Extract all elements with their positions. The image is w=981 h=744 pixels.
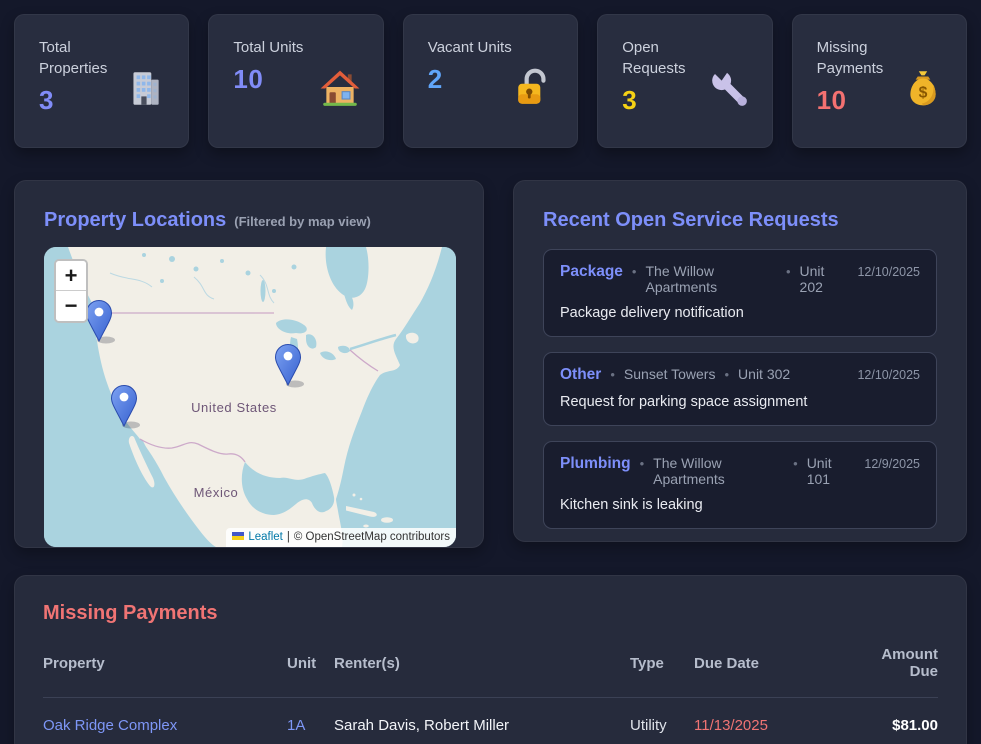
request-property: The Willow Apartments [653, 455, 725, 487]
building-icon [124, 67, 166, 109]
stat-label: Total Properties [39, 39, 108, 77]
bullet-separator: • [785, 264, 791, 279]
column-header-renters: Renter(s) [334, 630, 630, 698]
payment-property-link[interactable]: Oak Ridge Complex [43, 697, 287, 744]
bullet-separator: • [631, 264, 637, 279]
unlock-icon [513, 67, 555, 109]
bullet-separator: • [724, 367, 730, 382]
country-borders [95, 312, 379, 463]
recent-requests-panel: Recent Open Service Requests Package • T… [513, 180, 967, 542]
stats-row: Total Properties 3 Total Units 10 [14, 14, 967, 148]
missing-payments-title: Missing Payments [43, 602, 218, 624]
missing-payments-panel: Missing Payments Property Unit Renter(s)… [14, 575, 967, 744]
ukraine-flag-icon [232, 532, 245, 540]
request-category: Plumbing [560, 455, 631, 472]
column-header-property: Property [43, 630, 287, 698]
request-description: Kitchen sink is leaking [560, 497, 703, 513]
leaflet-map[interactable]: United States México [44, 247, 456, 547]
column-header-due-date: Due Date [694, 630, 858, 698]
request-description: Request for parking space assignment [560, 394, 808, 410]
gulf-of-california [136, 439, 164, 487]
map-attribution: Leaflet | © OpenStreetMap contributors [226, 528, 456, 547]
label-united-states: United States [191, 400, 277, 415]
stat-card-open-requests: Open Requests 3 [597, 14, 773, 148]
label-mexico: México [194, 485, 239, 500]
request-unit: Unit 302 [738, 366, 791, 382]
middle-row: Property Locations (Filtered by map view) [14, 180, 967, 548]
stat-card-total-properties: Total Properties 3 [14, 14, 190, 148]
st-lawrence-river [349, 333, 397, 351]
leaflet-link[interactable]: Leaflet [248, 531, 283, 543]
stat-label: Missing Payments [816, 39, 884, 77]
zoom-in-button[interactable]: + [56, 261, 86, 291]
bullet-separator: • [639, 456, 645, 471]
request-unit: Unit 202 [799, 263, 825, 295]
payment-due-date: 11/13/2025 [694, 697, 858, 744]
property-locations-title: Property Locations [44, 209, 227, 231]
rivers [109, 272, 275, 304]
table-row: Oak Ridge Complex 1A Sarah Davis, Robert… [43, 697, 938, 744]
property-locations-panel: Property Locations (Filtered by map view) [14, 180, 484, 548]
map-zoom-control: + − [54, 259, 88, 323]
small-lakes [142, 253, 297, 302]
bullet-separator: • [793, 456, 798, 471]
stat-value: 3 [39, 85, 54, 115]
zoom-out-button[interactable]: − [56, 291, 86, 321]
gulf-of-mexico [241, 462, 335, 515]
stat-value: 3 [622, 85, 638, 115]
request-category: Package [560, 263, 623, 280]
request-property: The Willow Apartments [645, 263, 718, 295]
request-date: 12/9/2025 [864, 457, 920, 471]
map-filter-note: (Filtered by map view) [234, 214, 371, 229]
column-header-unit: Unit [287, 630, 334, 698]
svg-text:$: $ [919, 84, 928, 101]
map-markers [85, 299, 305, 429]
attribution-separator: | [286, 531, 290, 543]
money-bag-icon: $ [902, 67, 944, 109]
wrench-icon [707, 67, 750, 109]
caribbean-islands [346, 332, 419, 528]
stat-label: Vacant Units [427, 39, 512, 56]
stat-label: Open Requests [622, 39, 686, 77]
request-date: 12/10/2025 [857, 368, 920, 382]
bullet-separator: • [610, 367, 615, 382]
request-card[interactable]: Plumbing • The Willow Apartments • Unit … [543, 441, 937, 529]
stat-card-total-units: Total Units 10 [208, 14, 384, 148]
missing-payments-table: Property Unit Renter(s) Type Due Date Am… [43, 630, 938, 744]
payment-unit-link[interactable]: 1A [287, 697, 334, 744]
recent-requests-title: Recent Open Service Requests [543, 209, 839, 231]
great-lakes [276, 319, 350, 361]
request-category: Other [560, 366, 602, 383]
request-description: Package delivery notification [560, 305, 744, 321]
column-header-type: Type [630, 630, 694, 698]
map-canvas: United States México [44, 247, 456, 547]
stat-value: 10 [233, 64, 264, 94]
baja-peninsula [128, 435, 155, 488]
payment-type: Utility [630, 697, 694, 744]
stat-label: Total Units [233, 39, 304, 56]
payment-amount: $81.00 [858, 697, 938, 744]
stat-card-missing-payments: Missing Payments 10 $ [791, 14, 967, 148]
request-property: Sunset Towers [623, 366, 716, 382]
request-card[interactable]: Other • Sunset Towers • Unit 302 12/10/2… [543, 352, 937, 426]
osm-attribution: © OpenStreetMap contributors [293, 531, 450, 543]
request-date: 12/10/2025 [857, 265, 920, 279]
column-header-amount-due: Amount Due [858, 630, 938, 698]
payment-renters: Sarah Davis, Robert Miller [334, 697, 630, 744]
map-marker-3[interactable] [110, 384, 141, 429]
map-marker-2[interactable] [274, 343, 305, 388]
request-card[interactable]: Package • The Willow Apartments • Unit 2… [543, 249, 937, 337]
stat-card-vacant-units: Vacant Units 2 [402, 14, 579, 148]
stat-value: 2 [427, 64, 443, 94]
request-unit: Unit 101 [806, 455, 832, 487]
stat-value: 10 [816, 85, 847, 115]
house-icon [319, 67, 361, 109]
map-landmass [68, 247, 442, 547]
hudson-bay [325, 247, 369, 310]
